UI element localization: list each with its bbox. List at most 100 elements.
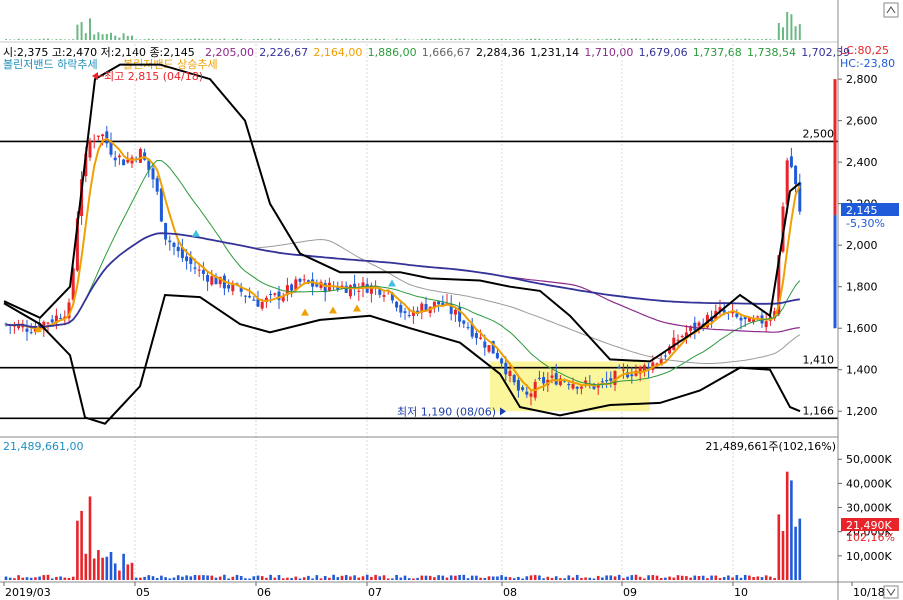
candle-body-178 [752,319,756,322]
volume-bar-157 [664,577,667,580]
top-strip-bar-7 [34,39,37,40]
candle-body-163 [689,326,693,331]
candle-body-93 [395,301,399,308]
volume-bar-146 [617,574,621,580]
volume-bar-139 [588,577,592,580]
top-strip-bar-163 [689,39,692,40]
volume-bar-76 [323,575,327,580]
volume-bar-101 [428,575,432,580]
top-strip-bar-62 [265,39,268,40]
candle-body-76 [323,283,327,293]
top-strip-bar-50 [215,39,217,40]
candle-body-38 [164,223,168,240]
candle-body-39 [168,240,172,243]
volume-bar-171 [722,577,726,580]
candle-body-40 [172,242,176,247]
volume-bar-42 [181,576,184,580]
candle-body-36 [155,178,159,192]
candle-body-3 [17,324,21,329]
candle-body-149 [630,374,634,377]
candle-body-63 [269,294,273,296]
candle-body-17 [75,218,79,271]
candle-body-188 [794,165,798,185]
x-tick-label-7: 10/18 [853,586,885,599]
candle-body-152 [642,365,646,371]
volume-bar-153 [647,575,650,580]
panel-scroll-icons[interactable] [883,2,899,599]
top-strip-bar-157 [664,39,667,40]
top-strip-bar-124 [525,39,528,40]
top-strip-bar-99 [420,38,423,40]
top-strip-bar-127 [538,38,541,40]
vol-tick-label-0: 50,000K [846,453,892,466]
top-strip-bar-21 [93,34,96,40]
volume-bar-186 [785,471,789,580]
candle-body-174 [735,313,739,318]
top-strip-bar-36 [156,39,159,40]
volume-bar-151 [638,576,642,580]
top-strip-bar-82 [349,39,352,40]
vol-tick-label-4: 10,000K [846,550,892,563]
top-strip-bar-41 [177,38,180,40]
top-strip-bar-100 [425,38,427,40]
top-strip-bar-26 [114,35,117,40]
volume-bar-154 [651,575,655,580]
candle-body-21 [92,140,96,142]
candle-body-26 [113,157,117,161]
top-strip-bar-103 [437,38,440,40]
top-strip-bar-14 [63,39,66,40]
volume-bar-119 [504,576,508,580]
scroll-up-icon[interactable] [883,2,899,18]
volume-bar-136 [575,574,579,580]
volume-bar-80 [340,575,344,580]
candle-body-15 [67,302,71,319]
candle-body-48 [206,274,210,282]
top-strip-bar-6 [30,39,33,40]
top-strip-bar-31 [135,39,138,40]
top-strip-bar-46 [198,38,201,40]
candle-body-6 [29,332,33,334]
candle-body-37 [159,188,163,222]
volume-bar-81 [344,575,348,580]
ref-line-label-2: 1,166 [803,404,835,417]
top-strip-bar-83 [353,38,356,40]
candle-body-173 [731,311,735,314]
volume-bar-126 [533,575,537,580]
candle-body-71 [302,279,306,281]
top-strip-bar-8 [38,39,41,40]
volume-bar-92 [391,578,394,580]
top-strip-bar-78 [332,38,335,40]
top-strip-bar-182 [769,39,772,40]
volume-bar-6 [29,577,33,580]
candle-body-75 [319,281,323,288]
candle-body-121 [512,375,516,383]
candle-body-42 [180,247,184,259]
x-tick-label-0: 2019/03 [5,586,51,599]
top-strip-bar-170 [719,39,721,40]
candle-body-46 [197,269,201,271]
top-strip-bar-29 [126,35,129,40]
volume-bar-168 [710,575,713,580]
top-strip-bar-15 [68,39,70,40]
volume-bar-19 [84,553,88,580]
top-strip-bar-45 [194,38,196,40]
top-strip-bar-18 [80,22,83,40]
volume-bar-155 [655,575,659,580]
candle-body-156 [659,359,663,366]
top-strip-bar-153 [647,38,650,40]
top-strip-bar-85 [362,39,364,40]
candle-body-155 [655,363,659,366]
top-strip-bar-141 [597,38,600,40]
top-strip-bar-77 [328,39,331,40]
volume-bar-128 [542,578,545,580]
candle-body-110 [466,327,470,329]
volume-bar-116 [491,576,495,580]
top-strip-bar-16 [72,39,75,40]
volume-bar-74 [315,575,319,580]
candle-body-51 [218,276,222,285]
volume-bar-85 [361,576,365,580]
scroll-down-icon[interactable] [883,585,899,599]
candle-body-32 [138,148,142,163]
candle-body-118 [500,358,504,364]
top-strip-bar-174 [735,38,738,40]
